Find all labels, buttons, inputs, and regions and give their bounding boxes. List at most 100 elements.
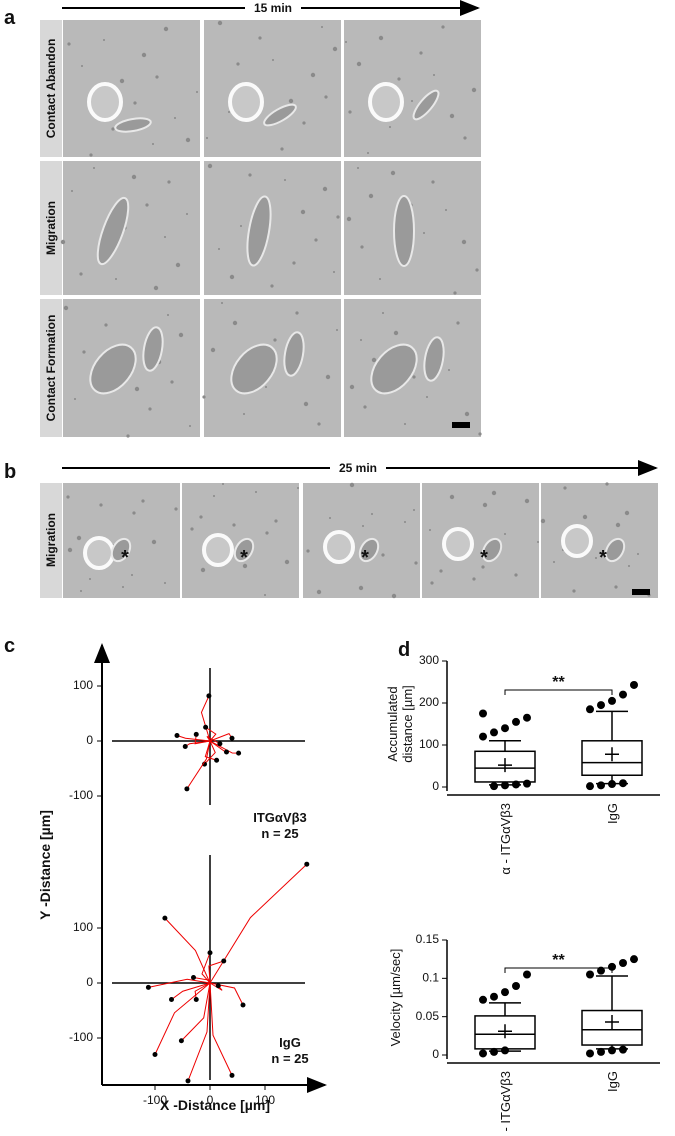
speck: [148, 407, 152, 411]
speck: [190, 527, 194, 531]
y-tick-label: 200: [419, 695, 439, 709]
category-label: IgG: [605, 803, 620, 824]
cell: [263, 103, 297, 127]
y-tick-label: 0.1: [422, 971, 439, 985]
speck: [258, 36, 262, 40]
speck: [133, 101, 137, 105]
track: [200, 695, 211, 742]
speck: [131, 574, 133, 576]
speck: [274, 519, 278, 523]
speck: [336, 215, 340, 219]
y-tick-label: 0: [432, 779, 439, 793]
speck: [572, 589, 576, 593]
outlier: [479, 709, 487, 718]
track: [186, 740, 211, 790]
row-strip: [40, 20, 62, 157]
speck: [358, 585, 364, 591]
outlier: [501, 1046, 509, 1055]
speck: [310, 72, 316, 78]
track-end: [224, 749, 229, 755]
speck: [265, 386, 267, 388]
speck: [74, 398, 76, 400]
speck: [186, 213, 188, 215]
speck: [478, 432, 482, 436]
speck: [164, 236, 166, 238]
speck: [272, 59, 274, 61]
track-end: [191, 975, 196, 980]
outlier: [512, 982, 520, 990]
speck: [345, 41, 347, 43]
speck: [200, 567, 206, 573]
speck: [439, 569, 443, 573]
speck: [404, 423, 406, 425]
mean: [605, 1015, 619, 1030]
micrograph: [63, 161, 200, 295]
sig-bracket: [504, 689, 613, 695]
cell: [142, 326, 164, 372]
speck: [103, 39, 105, 41]
y-tick-label: 100: [73, 678, 93, 692]
speck: [393, 330, 399, 336]
outlier: [630, 955, 638, 964]
cell: [481, 537, 503, 563]
speck: [456, 321, 460, 325]
outlier: [597, 1047, 605, 1056]
track-end: [214, 757, 220, 763]
speck: [175, 262, 181, 268]
cell: [228, 82, 264, 122]
track-end: [184, 786, 190, 792]
speck: [390, 170, 396, 176]
speck: [119, 78, 125, 84]
speck: [67, 547, 73, 553]
speck: [265, 531, 269, 535]
speck: [167, 314, 169, 316]
speck: [264, 594, 266, 596]
speck: [126, 434, 130, 438]
speck: [540, 518, 546, 524]
track: [154, 982, 211, 1055]
speck: [475, 268, 479, 272]
speck: [430, 581, 434, 585]
speck: [367, 152, 369, 154]
speck: [553, 561, 555, 563]
speck: [491, 490, 497, 496]
speck: [624, 510, 630, 516]
cell: [114, 117, 152, 133]
outlier: [490, 992, 498, 1001]
figure-layer: a 15 min Contact Abandon Migration Contact F…: [4, 0, 660, 1136]
track: [204, 740, 217, 761]
cell: [423, 336, 445, 382]
marker: *: [240, 547, 248, 569]
row-label: Migration: [44, 201, 58, 255]
speck: [431, 180, 435, 184]
track: [194, 982, 211, 1000]
track-end: [207, 950, 213, 956]
speck: [453, 291, 457, 295]
speck: [104, 323, 108, 327]
speck: [472, 577, 476, 581]
speck: [80, 590, 82, 592]
speck: [362, 525, 364, 527]
speck: [423, 232, 425, 234]
speck: [397, 77, 401, 81]
speck: [482, 502, 488, 508]
speck: [349, 384, 355, 390]
track-end: [185, 1078, 191, 1084]
outlier: [619, 779, 627, 788]
outlier: [619, 1045, 627, 1054]
speck: [240, 225, 242, 227]
cell: [323, 530, 355, 564]
time-bg: [330, 458, 386, 474]
row-strip: [40, 483, 62, 598]
cell: [442, 527, 474, 561]
speck: [280, 147, 284, 151]
speck: [324, 95, 328, 99]
cell: [230, 343, 278, 395]
track-end: [229, 735, 235, 741]
speck: [76, 535, 82, 541]
speck: [433, 74, 435, 76]
track-end: [152, 1052, 158, 1057]
time-label: 25 min: [339, 461, 377, 475]
speck: [111, 127, 115, 131]
